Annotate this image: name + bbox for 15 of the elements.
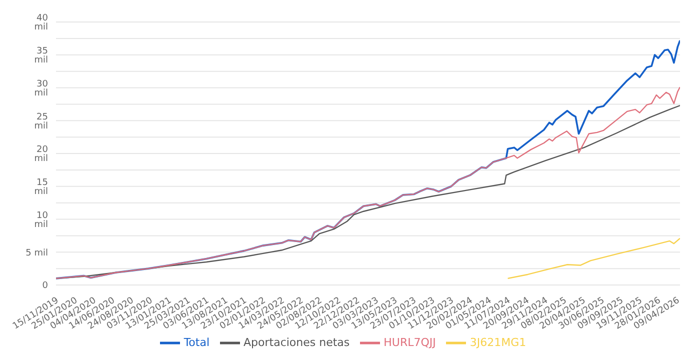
y-tick-label: 0 <box>42 281 48 292</box>
legend-label: 3J621MG1 <box>470 336 526 350</box>
y-tick-label: 35 mil <box>34 46 48 66</box>
y-tick-label: 15 mil <box>34 178 48 198</box>
line-series <box>56 40 680 280</box>
y-tick-label: 10 mil <box>34 210 48 230</box>
legend-label: Total <box>184 336 210 350</box>
y-tick-label: 40 mil <box>34 14 48 33</box>
y-tick-label: 5 mil <box>26 248 48 258</box>
legend-label: HURL7QJJ <box>384 336 436 350</box>
line-series <box>507 238 680 280</box>
legend-label: Aportaciones netas <box>244 336 350 350</box>
y-tick-label: 30 mil <box>34 79 48 98</box>
y-tick-label: 20 mil <box>34 145 48 164</box>
y-tick-label: 25 mil <box>34 112 48 132</box>
